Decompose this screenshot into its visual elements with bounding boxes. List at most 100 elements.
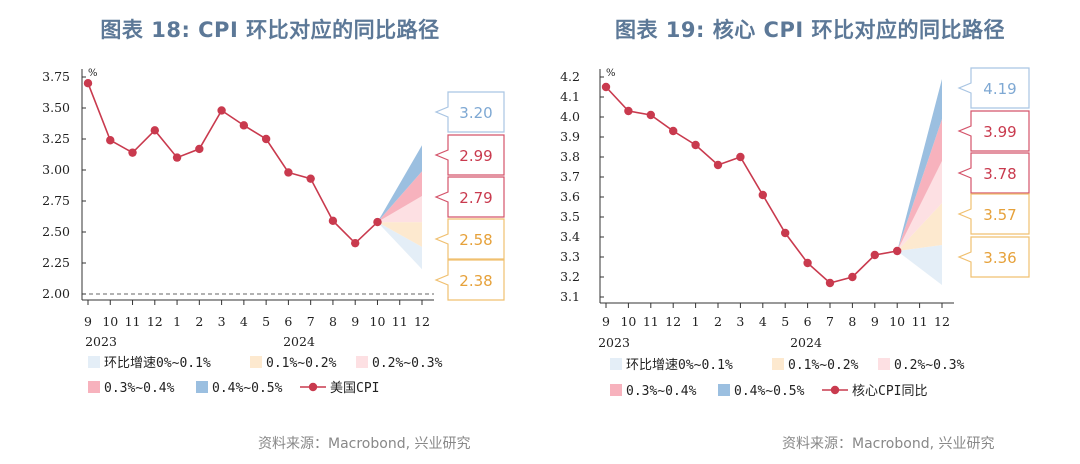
source-note: 资料来源：Macrobond, 兴业研究 (782, 436, 995, 452)
x-tick-label: 5 (262, 314, 270, 329)
y-tick-label: 3.75 (42, 69, 70, 84)
x-tick-label: 9 (871, 314, 879, 329)
chart-core-cpi: 3.13.23.33.43.53.63.73.83.94.04.14.2 %9 10… (560, 67, 1030, 399)
chart-cpi: 2.002.252.502.753.003.253.503.75 %9 10 11 12… (42, 68, 505, 396)
value-callout (957, 152, 1030, 194)
data-point (373, 217, 382, 227)
data-point (825, 278, 835, 288)
legend-swatch (196, 381, 208, 393)
x-tick-label: 2 (714, 314, 722, 329)
value-callout (434, 176, 505, 218)
data-point (601, 82, 611, 92)
legend-swatch (610, 358, 622, 370)
data-point (691, 140, 700, 150)
legend-swatch (250, 356, 262, 368)
legend-marker (308, 382, 318, 392)
data-point (261, 134, 271, 144)
y-tick-label: 4.2 (560, 69, 580, 84)
chart-group: 3.13.23.33.43.53.63.73.83.94.04.14.2 %9 10… (560, 67, 1030, 399)
x-tick-label: 8 (329, 314, 337, 329)
y-tick-label: 3.50 (42, 100, 70, 115)
data-point (848, 272, 857, 282)
callout-value: 2.58 (459, 231, 492, 249)
data-point (646, 110, 655, 120)
projection-band (897, 203, 942, 251)
data-point (172, 153, 182, 162)
legend-label: 0.2%~0.3% (894, 358, 965, 373)
x-tick-label: 1 (692, 314, 700, 329)
y-tick-label: 3.1 (560, 289, 580, 304)
data-point (781, 228, 790, 238)
legend-swatch (610, 384, 622, 396)
data-point (284, 168, 293, 177)
x-tick-label: 3 (736, 314, 744, 329)
value-callout (434, 134, 505, 176)
value-callout (957, 67, 1030, 109)
legend-label: 0.3%~0.4% (626, 384, 697, 399)
data-point (351, 238, 360, 248)
value-callout (957, 193, 1030, 235)
data-point (803, 258, 812, 268)
y-tick-label: 4.1 (560, 89, 580, 104)
data-point (217, 106, 226, 115)
projection-band (897, 245, 942, 285)
value-callout (434, 218, 505, 260)
y-tick-label: 4.0 (560, 109, 580, 124)
x-tick-label: 12 (147, 314, 163, 329)
y-tick-label: 3.8 (560, 149, 580, 164)
x-tick-label: 11 (125, 314, 141, 329)
y-tick-label: 3.7 (560, 169, 580, 184)
data-point (239, 121, 249, 130)
y-tick-label: 3.2 (560, 269, 580, 284)
y-tick-label: 3.25 (42, 131, 70, 146)
data-point (83, 79, 93, 88)
year-label: 2024 (790, 335, 822, 350)
chart-title: 图表 19: 核心 CPI 环比对应的同比路径 (615, 18, 1005, 42)
x-tick-label: 1 (173, 314, 181, 329)
callout-value: 3.36 (983, 249, 1016, 267)
year-label: 2023 (85, 334, 117, 349)
callout-value: 3.99 (983, 123, 1016, 141)
y-tick-label: 3.4 (560, 229, 580, 244)
x-tick-label: 12 (934, 314, 950, 329)
unit-label: % (606, 68, 616, 79)
value-callout (434, 91, 505, 133)
x-tick-label: 5 (781, 314, 789, 329)
legend-label: 环比增速0%~0.1% (626, 358, 733, 373)
legend-swatch (718, 384, 730, 396)
legend-swatch (878, 358, 890, 370)
x-tick-label: 7 (826, 314, 834, 329)
y-tick-label: 2.50 (42, 224, 70, 239)
chart-title: 图表 18: CPI 环比对应的同比路径 (100, 18, 440, 42)
value-callout (434, 259, 505, 301)
y-tick-label: 3.6 (560, 189, 580, 204)
data-point (306, 174, 315, 183)
legend-label: 0.3%~0.4% (104, 381, 175, 396)
value-callout (957, 236, 1030, 278)
y-tick-label: 2.75 (42, 193, 70, 208)
legend-swatch (88, 381, 100, 393)
legend-label: 环比增速0%~0.1% (104, 356, 211, 371)
x-tick-label: 10 (370, 314, 386, 329)
x-tick-label: 9 (602, 314, 610, 329)
data-point (736, 152, 745, 162)
x-tick-label: 12 (414, 314, 430, 329)
y-tick-label: 3.00 (42, 162, 70, 177)
legend-label: 核心CPI同比 (852, 384, 927, 399)
x-tick-label: 8 (848, 314, 856, 329)
callout-value: 3.78 (983, 165, 1016, 183)
y-tick-label: 2.25 (42, 255, 70, 270)
projection-band (897, 119, 942, 251)
projection-band (377, 222, 422, 247)
callout-value: 3.20 (459, 104, 492, 122)
x-tick-label: 6 (804, 314, 812, 329)
data-point (669, 126, 678, 136)
y-tick-label: 3.3 (560, 249, 580, 264)
data-point (195, 144, 204, 154)
unit-label: % (88, 68, 98, 79)
x-tick-label: 11 (643, 314, 659, 329)
x-tick-label: 7 (307, 314, 315, 329)
x-tick-label: 4 (759, 314, 767, 329)
data-point (624, 106, 633, 116)
data-point (128, 148, 137, 157)
